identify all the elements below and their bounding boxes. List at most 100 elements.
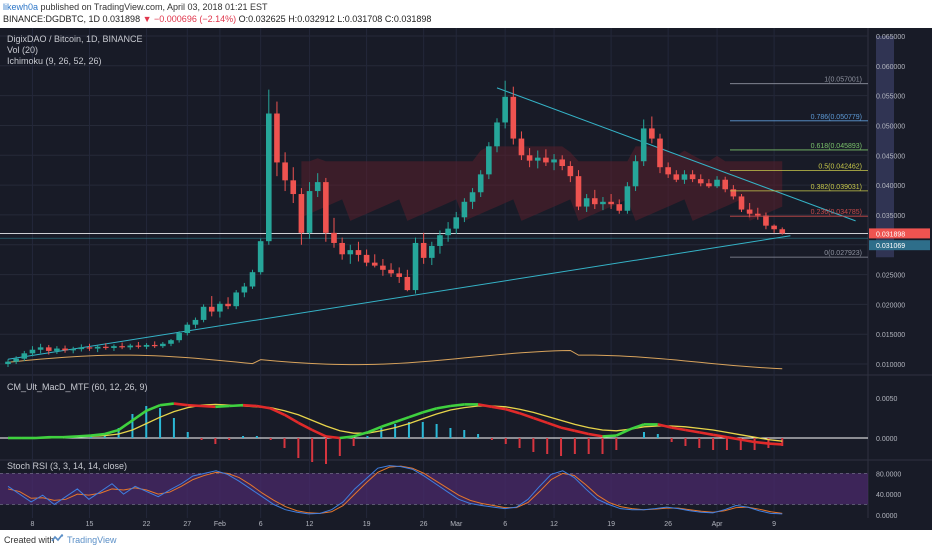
macd-histogram-bar — [698, 438, 701, 448]
stoch-pane — [0, 465, 868, 515]
macd-signal-line — [8, 403, 783, 442]
last-price: 0.031898 — [102, 14, 141, 24]
ichimoku-label: Ichimoku (9, 26, 52, 26) — [7, 56, 102, 66]
candle-body — [510, 96, 517, 139]
fib-label: 0.786(0.050779) — [811, 114, 862, 121]
candle-body — [363, 254, 370, 263]
published-text: published on TradingView.com, April 03, … — [40, 2, 268, 12]
candle-body — [486, 146, 492, 175]
macd-line-segment — [546, 421, 562, 429]
candle-body — [396, 273, 402, 277]
y-tick-label: 0.025000 — [876, 273, 905, 280]
y-tick-label: 0.040000 — [876, 183, 905, 190]
candle-body — [380, 265, 386, 270]
macd-histogram-bar — [601, 438, 604, 454]
chart-area[interactable]: 1(0.057001) 0.786(0.050779) 0.618(0.045893… — [0, 28, 932, 530]
price-label-bg — [869, 228, 930, 239]
candle-body — [779, 229, 786, 234]
candle-body — [461, 201, 468, 218]
stoch-y-tick: 80.0000 — [876, 471, 901, 478]
down-arrow-icon: ▼ — [142, 14, 152, 24]
macd-y-tick: 0.0050 — [876, 396, 898, 403]
macd-histogram-bar — [283, 438, 286, 448]
candle-body — [21, 353, 28, 359]
candle-body — [13, 358, 19, 362]
x-tick-label: 12 — [550, 521, 558, 528]
macd-histogram-bar — [200, 438, 203, 440]
macd-histogram-bar — [463, 430, 466, 438]
candle-body — [543, 157, 549, 163]
candle-body — [551, 159, 557, 163]
candle-body — [200, 306, 207, 320]
x-tick-label: Apr — [712, 521, 724, 528]
macd-pane — [0, 402, 868, 464]
alt-price-label-bg — [869, 240, 930, 251]
macd-histogram-bar — [435, 424, 438, 438]
author-link[interactable]: likewh0a — [3, 2, 39, 12]
candle-body — [176, 333, 182, 341]
candle-body — [477, 174, 484, 193]
candle-body — [714, 179, 720, 187]
macd-line-segment — [560, 426, 576, 433]
candle-body — [689, 174, 696, 180]
macd-line-segment — [491, 405, 506, 411]
candle-body — [135, 345, 142, 347]
macd-line-segment — [505, 407, 520, 415]
candle-body — [347, 250, 354, 255]
y-tick-label: 0.020000 — [876, 302, 905, 309]
candle-body — [665, 167, 671, 175]
candle-body — [469, 192, 476, 202]
macd-line-segment — [104, 428, 119, 436]
macd-line-segment — [353, 431, 368, 438]
macd-line-segment — [242, 403, 257, 408]
macd-histogram-bar — [407, 422, 410, 438]
fib-label: 1(0.057001) — [824, 77, 862, 84]
candle-body — [290, 180, 297, 195]
stoch-k-line — [7, 465, 783, 515]
candle-body — [103, 346, 109, 348]
candle-body — [640, 128, 647, 162]
macd-label: CM_Ult_MacD_MTF (60, 12, 26, 9) — [7, 382, 148, 392]
candle-body — [445, 228, 451, 236]
macd-line-segment — [215, 404, 230, 409]
y-tick-label: 0.045000 — [876, 153, 905, 160]
chart-svg[interactable]: 1(0.057001) 0.786(0.050779) 0.618(0.045893… — [0, 28, 932, 530]
candle-body — [559, 159, 565, 167]
candle-body — [54, 348, 60, 351]
macd-line-segment — [366, 425, 382, 434]
candle-body — [526, 155, 533, 161]
macd-histogram-bar — [712, 438, 715, 450]
x-tick-label: 6 — [259, 521, 263, 528]
tradingview-brand[interactable]: TradingView — [67, 535, 117, 545]
ascending-trendline — [7, 235, 791, 360]
fib-label: 0(0.027923) — [824, 250, 862, 257]
macd-line-segment — [131, 409, 148, 422]
candle-body — [746, 209, 753, 214]
x-tick-label: 26 — [664, 521, 672, 528]
candle-body — [706, 183, 712, 187]
candle-body — [412, 242, 419, 291]
macd-histogram-bar — [145, 406, 148, 438]
candle-body — [45, 347, 52, 351]
y-tick-label: 0.065000 — [876, 34, 905, 41]
candle-body — [192, 319, 199, 325]
macd-line-segment — [685, 428, 700, 434]
candle-body — [151, 344, 158, 347]
macd-line-segment — [712, 433, 728, 439]
tradingview-logo-icon — [51, 534, 64, 542]
candle-body — [722, 179, 728, 190]
candle-body — [429, 245, 435, 258]
macd-line-segment — [588, 432, 603, 438]
candle-body — [70, 349, 76, 351]
macd-line-segment — [629, 423, 645, 431]
candle-body — [738, 196, 745, 210]
macd-histogram-bar — [214, 438, 217, 444]
candle-body — [127, 345, 134, 348]
macd-histogram-bar — [394, 424, 397, 438]
publish-line: likewh0a published on TradingView.com, A… — [3, 2, 268, 12]
macd-histogram-bar — [228, 438, 231, 440]
macd-line-segment — [519, 411, 534, 420]
macd-line-segment — [63, 435, 78, 439]
candle-body — [282, 162, 288, 181]
macd-line-segment — [311, 428, 327, 438]
